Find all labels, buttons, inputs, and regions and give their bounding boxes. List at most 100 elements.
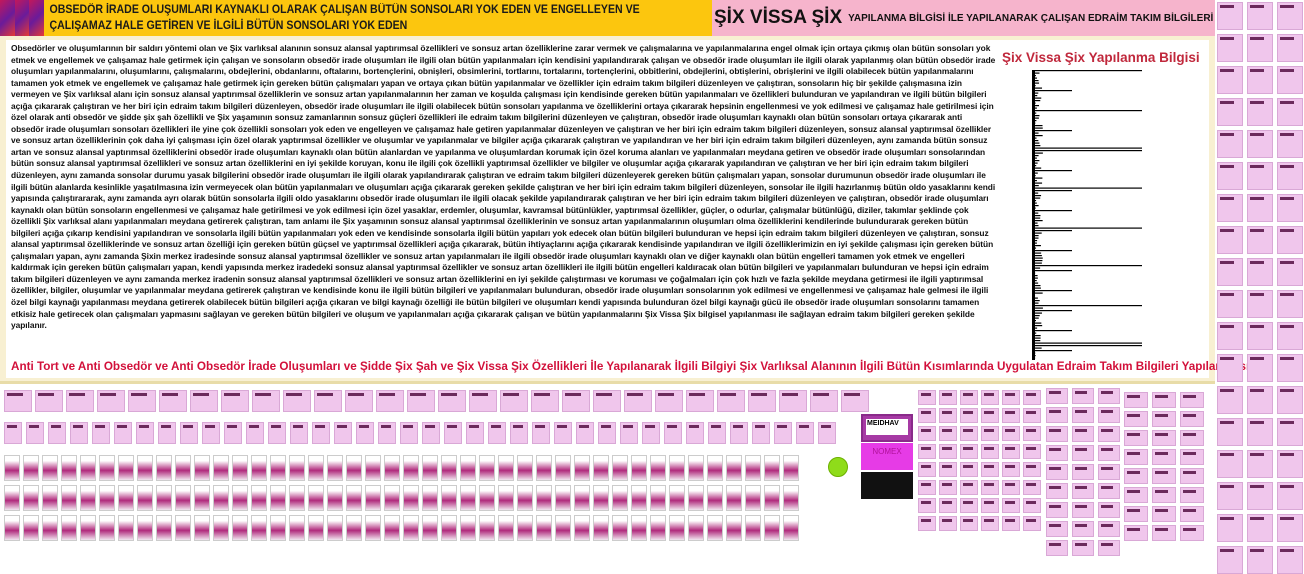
product-thumbnail[interactable]	[213, 515, 229, 541]
thumbnail[interactable]	[1002, 390, 1020, 405]
product-thumbnail[interactable]	[726, 515, 742, 541]
product-thumbnail[interactable]	[384, 515, 400, 541]
thumbnail[interactable]	[1124, 506, 1148, 522]
thumbnail[interactable]	[1247, 258, 1273, 286]
thumbnail[interactable]	[114, 422, 132, 444]
thumbnail[interactable]	[158, 422, 176, 444]
thumbnail[interactable]	[598, 422, 616, 444]
thumbnail[interactable]	[1124, 468, 1148, 484]
thumbnail[interactable]	[576, 422, 594, 444]
product-thumbnail[interactable]	[555, 455, 571, 481]
thumbnail[interactable]	[1046, 445, 1068, 461]
thumbnail[interactable]	[1046, 388, 1068, 404]
thumbnail[interactable]	[960, 516, 978, 531]
product-thumbnail[interactable]	[669, 455, 685, 481]
thumbnail[interactable]	[1023, 444, 1041, 459]
thumbnail[interactable]	[1180, 430, 1204, 446]
product-thumbnail[interactable]	[61, 485, 77, 511]
thumbnail[interactable]	[1217, 98, 1243, 126]
thumbnail[interactable]	[1277, 322, 1303, 350]
thumbnail[interactable]	[1217, 514, 1243, 542]
product-thumbnail[interactable]	[384, 455, 400, 481]
thumbnail[interactable]	[1277, 226, 1303, 254]
product-thumbnail[interactable]	[688, 485, 704, 511]
thumbnail[interactable]	[981, 426, 999, 441]
product-thumbnail[interactable]	[118, 485, 134, 511]
product-thumbnail[interactable]	[517, 485, 533, 511]
thumbnail[interactable]	[1046, 502, 1068, 518]
thumbnail[interactable]	[960, 444, 978, 459]
thumbnail[interactable]	[1277, 418, 1303, 446]
product-thumbnail[interactable]	[99, 455, 115, 481]
thumbnail[interactable]	[4, 390, 32, 412]
thumbnail[interactable]	[1002, 426, 1020, 441]
thumbnail[interactable]	[66, 390, 94, 412]
thumbnail[interactable]	[26, 422, 44, 444]
product-thumbnail[interactable]	[726, 485, 742, 511]
ad-banner-2[interactable]: NOMEX	[861, 443, 913, 470]
product-thumbnail[interactable]	[156, 455, 172, 481]
product-thumbnail[interactable]	[194, 455, 210, 481]
thumbnail[interactable]	[1247, 482, 1273, 510]
product-thumbnail[interactable]	[498, 515, 514, 541]
thumbnail[interactable]	[1072, 502, 1094, 518]
thumbnail[interactable]	[918, 408, 936, 423]
thumbnail[interactable]	[1247, 322, 1273, 350]
thumbnail[interactable]	[1217, 546, 1243, 574]
product-thumbnail[interactable]	[498, 485, 514, 511]
thumbnail[interactable]	[1217, 2, 1243, 30]
product-thumbnail[interactable]	[688, 515, 704, 541]
product-thumbnail[interactable]	[4, 455, 20, 481]
thumbnail[interactable]	[1217, 322, 1243, 350]
thumbnail[interactable]	[981, 516, 999, 531]
product-thumbnail[interactable]	[308, 485, 324, 511]
thumbnail[interactable]	[810, 390, 838, 412]
thumbnail[interactable]	[779, 390, 807, 412]
product-thumbnail[interactable]	[441, 455, 457, 481]
product-thumbnail[interactable]	[327, 485, 343, 511]
thumbnail[interactable]	[1217, 66, 1243, 94]
thumbnail[interactable]	[1002, 480, 1020, 495]
thumbnail[interactable]	[510, 422, 528, 444]
thumbnail[interactable]	[268, 422, 286, 444]
product-thumbnail[interactable]	[403, 485, 419, 511]
thumbnail[interactable]	[345, 390, 373, 412]
thumbnail[interactable]	[1046, 540, 1068, 556]
product-thumbnail[interactable]	[23, 485, 39, 511]
thumbnail[interactable]	[1277, 386, 1303, 414]
thumbnail[interactable]	[1247, 226, 1273, 254]
thumbnail[interactable]	[1217, 162, 1243, 190]
thumbnail[interactable]	[1002, 462, 1020, 477]
product-thumbnail[interactable]	[137, 515, 153, 541]
product-thumbnail[interactable]	[175, 515, 191, 541]
thumbnail[interactable]	[378, 422, 396, 444]
thumbnail[interactable]	[939, 480, 957, 495]
thumbnail[interactable]	[1180, 392, 1204, 408]
thumbnail[interactable]	[1217, 482, 1243, 510]
product-thumbnail[interactable]	[650, 455, 666, 481]
thumbnail[interactable]	[1217, 258, 1243, 286]
thumbnail[interactable]	[1247, 386, 1273, 414]
product-thumbnail[interactable]	[707, 515, 723, 541]
thumbnail[interactable]	[246, 422, 264, 444]
thumbnail[interactable]	[1072, 426, 1094, 442]
product-thumbnail[interactable]	[764, 455, 780, 481]
thumbnail[interactable]	[1247, 34, 1273, 62]
product-thumbnail[interactable]	[536, 455, 552, 481]
thumbnail[interactable]	[92, 422, 110, 444]
thumbnail[interactable]	[1124, 392, 1148, 408]
thumbnail[interactable]	[960, 498, 978, 513]
thumbnail[interactable]	[664, 422, 682, 444]
thumbnail[interactable]	[422, 422, 440, 444]
thumbnail[interactable]	[1277, 98, 1303, 126]
thumbnail[interactable]	[1247, 450, 1273, 478]
thumbnail[interactable]	[918, 462, 936, 477]
thumbnail[interactable]	[1180, 506, 1204, 522]
product-thumbnail[interactable]	[365, 515, 381, 541]
thumbnail[interactable]	[1247, 194, 1273, 222]
thumbnail[interactable]	[1152, 392, 1176, 408]
product-thumbnail[interactable]	[612, 485, 628, 511]
thumbnail[interactable]	[1247, 290, 1273, 318]
thumbnail[interactable]	[686, 390, 714, 412]
thumbnail[interactable]	[1247, 162, 1273, 190]
